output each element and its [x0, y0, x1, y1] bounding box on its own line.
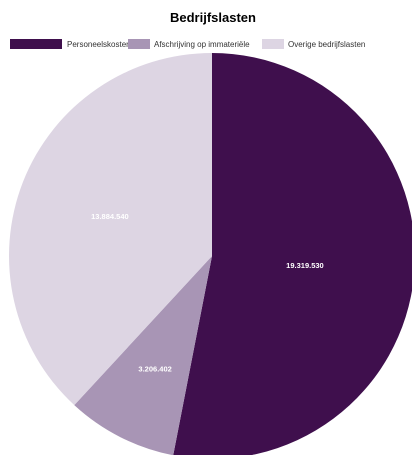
legend-swatch-personeelskosten [10, 39, 62, 49]
legend-item-afschrijving-op-immateriele[interactable]: Afschrijving op immateriële [128, 39, 250, 49]
pie-slice-overige-bedrijfslasten[interactable] [8, 53, 213, 406]
chart-title: Bedrijfslasten [170, 10, 256, 25]
legend-swatch-afschrijving-op-immateriele [128, 39, 150, 49]
slice-value-label: 3.206.402 [138, 364, 171, 373]
legend-swatch-overige-bedrijfslasten [262, 39, 284, 49]
pie-slice-personeelskosten[interactable] [173, 53, 412, 455]
slice-value-label: 19.319.530 [286, 261, 324, 270]
legend: Personeelskosten Afschrijving op immater… [10, 39, 365, 49]
legend-item-personeelskosten[interactable]: Personeelskosten [10, 39, 131, 49]
legend-item-overige-bedrijfslasten[interactable]: Overige bedrijfslasten [262, 39, 365, 49]
slice-value-label: 13.884.540 [91, 212, 129, 221]
legend-label-overige-bedrijfslasten: Overige bedrijfslasten [288, 40, 365, 49]
legend-label-personeelskosten: Personeelskosten [67, 40, 131, 49]
pie-slice-labels: 19.319.530 3.206.402 13.884.540 [91, 212, 324, 373]
pie-slice-afschrijving-op-immateri-le[interactable] [74, 256, 212, 455]
pie-slices [8, 53, 412, 455]
legend-label-afschrijving-op-immateriele: Afschrijving op immateriële [154, 40, 250, 49]
